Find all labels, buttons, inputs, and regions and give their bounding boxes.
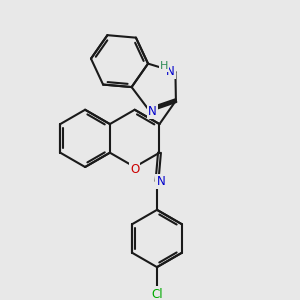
Text: N: N bbox=[148, 105, 157, 118]
Text: N: N bbox=[166, 65, 175, 78]
Text: O: O bbox=[130, 163, 139, 176]
Text: H: H bbox=[160, 61, 168, 71]
Text: Cl: Cl bbox=[151, 288, 163, 300]
Text: N: N bbox=[156, 175, 165, 188]
